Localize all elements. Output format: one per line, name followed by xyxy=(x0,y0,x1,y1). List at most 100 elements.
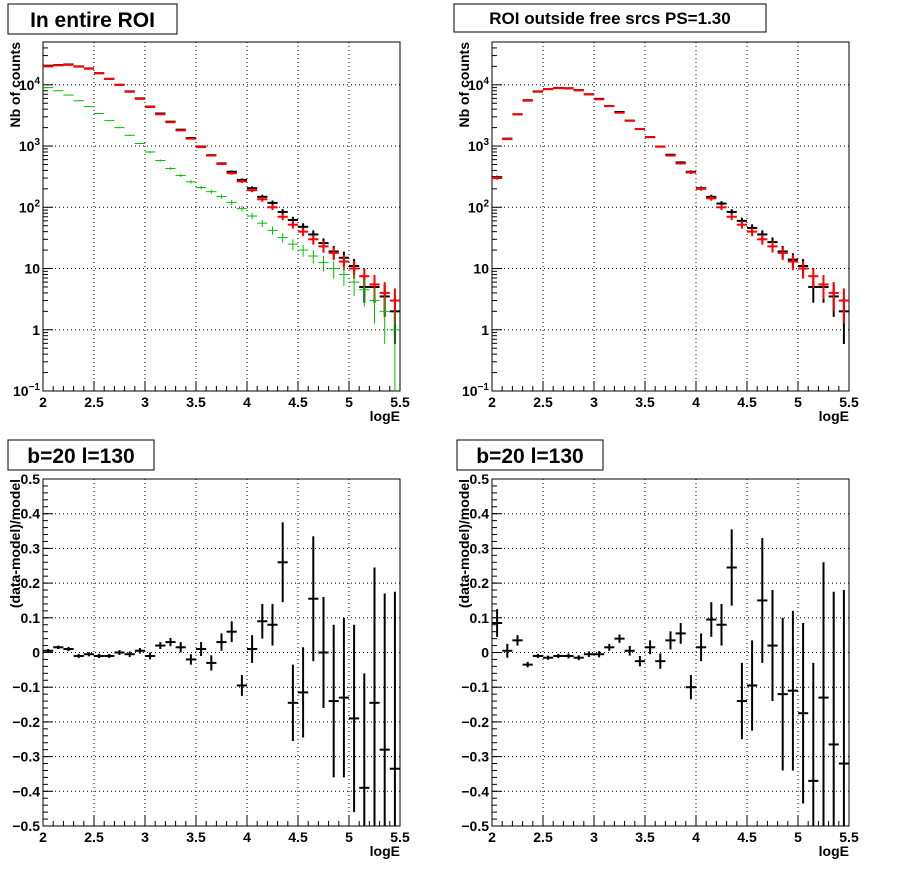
y-tick-label: 0.3 xyxy=(470,540,490,556)
y-axis-label: (data-model)/model xyxy=(456,479,472,608)
x-tick-label: 4 xyxy=(692,829,700,845)
x-axis-label: logE xyxy=(370,843,400,859)
y-tick-label: 0.2 xyxy=(470,575,490,591)
data-point-component xyxy=(298,245,308,257)
data-point-residual xyxy=(339,618,349,778)
data-point-component xyxy=(380,297,390,344)
y-tick-label: 10 xyxy=(24,261,40,277)
data-point-model xyxy=(604,106,614,107)
data-point-model xyxy=(206,155,216,157)
data-point-model xyxy=(737,221,747,228)
data-point-component xyxy=(267,227,277,235)
data-point-residual xyxy=(257,604,267,639)
x-tick-label: 4.5 xyxy=(737,394,757,410)
data-point-model xyxy=(165,122,175,123)
data-point-component xyxy=(63,95,73,96)
data-point-component xyxy=(135,143,145,145)
x-tick-label: 2.5 xyxy=(84,829,104,845)
y-tick-label: 0.5 xyxy=(21,471,41,487)
data-point-residual xyxy=(359,673,369,826)
data-point-residual xyxy=(53,646,63,649)
data-point-residual xyxy=(84,652,94,656)
chart-title: In entire ROI xyxy=(8,4,177,34)
data-point-model xyxy=(665,155,675,157)
data-point-model xyxy=(584,94,594,95)
data-point-component xyxy=(43,87,53,88)
chart-title-text: b=20 l=130 xyxy=(476,445,583,468)
data-point-model xyxy=(329,247,339,260)
chart-title-text: b=20 l=130 xyxy=(27,445,134,468)
data-point-residual xyxy=(206,655,216,670)
data-point-model xyxy=(125,91,135,92)
plot-frame xyxy=(43,479,400,826)
x-tick-label: 3.5 xyxy=(186,394,206,410)
y-tick-label: 10 xyxy=(473,261,489,277)
series-model xyxy=(43,65,400,324)
data-point-model xyxy=(186,138,196,139)
data-point-model xyxy=(553,88,563,89)
data-point-residual xyxy=(533,654,543,658)
y-tick-label: 0.2 xyxy=(21,575,41,591)
y-tick-label: 0.4 xyxy=(21,506,41,522)
data-point-residual xyxy=(543,656,553,660)
grid xyxy=(43,479,400,826)
x-tick-label: 2.5 xyxy=(533,829,553,845)
x-tick-label: 5 xyxy=(345,394,353,410)
data-point-model xyxy=(686,171,696,174)
data-point-model xyxy=(176,130,186,131)
chart-title-text: In entire ROI xyxy=(30,9,155,32)
y-tick-label: 10−1 xyxy=(13,382,40,399)
data-point-residual xyxy=(502,644,512,658)
data-point-residual xyxy=(298,647,308,737)
x-tick-label: 2.5 xyxy=(84,394,104,410)
data-point-residual xyxy=(788,611,798,771)
x-axis-label: logE xyxy=(819,408,849,424)
data-point-residual xyxy=(737,663,747,739)
x-tick-label: 4.5 xyxy=(288,829,308,845)
data-point-model xyxy=(543,89,553,90)
y-tick-label: 102 xyxy=(468,198,490,215)
y-tick-label: −0.2 xyxy=(12,714,40,730)
data-point-model xyxy=(216,163,226,165)
data-point-residual xyxy=(778,618,788,771)
grid xyxy=(43,42,400,391)
data-point-model xyxy=(788,255,798,270)
data-point-component xyxy=(74,100,84,101)
grid xyxy=(492,479,849,826)
data-point-model xyxy=(594,99,604,100)
data-point-component xyxy=(237,206,247,211)
y-tick-label: −0.1 xyxy=(461,679,489,695)
y-tick-label: −0.3 xyxy=(12,749,40,765)
data-point-model xyxy=(502,138,512,139)
data-point-component xyxy=(176,174,186,177)
series-model xyxy=(492,88,849,324)
data-point-residual xyxy=(349,625,359,812)
x-tick-label: 4 xyxy=(243,829,251,845)
data-point-residual xyxy=(165,638,175,646)
data-point-model xyxy=(227,172,237,175)
data-point-component xyxy=(165,167,175,170)
series-residual xyxy=(43,522,400,826)
y-tick-label: 0.3 xyxy=(21,540,41,556)
data-point-component xyxy=(359,279,369,306)
data-point-model xyxy=(645,136,655,137)
data-point-residual xyxy=(798,623,808,803)
data-point-residual xyxy=(686,675,696,699)
data-point-component xyxy=(349,273,359,296)
x-tick-label: 3.5 xyxy=(186,829,206,845)
x-tick-label: 3.5 xyxy=(635,394,655,410)
x-tick-label: 3 xyxy=(141,829,149,845)
data-point-residual xyxy=(696,633,706,661)
data-point-residual xyxy=(308,536,318,661)
plot-frame xyxy=(492,479,849,826)
y-tick-label: 1 xyxy=(481,322,489,338)
data-point-residual xyxy=(512,635,522,645)
data-point-component xyxy=(288,239,298,250)
chart-title: ROI outside free srcs PS=1.30 xyxy=(454,4,766,32)
data-point-residual xyxy=(125,651,135,657)
data-point-residual xyxy=(625,646,635,656)
data-point-residual xyxy=(604,644,614,651)
x-tick-label: 2 xyxy=(488,829,496,845)
data-point-residual xyxy=(614,634,624,642)
